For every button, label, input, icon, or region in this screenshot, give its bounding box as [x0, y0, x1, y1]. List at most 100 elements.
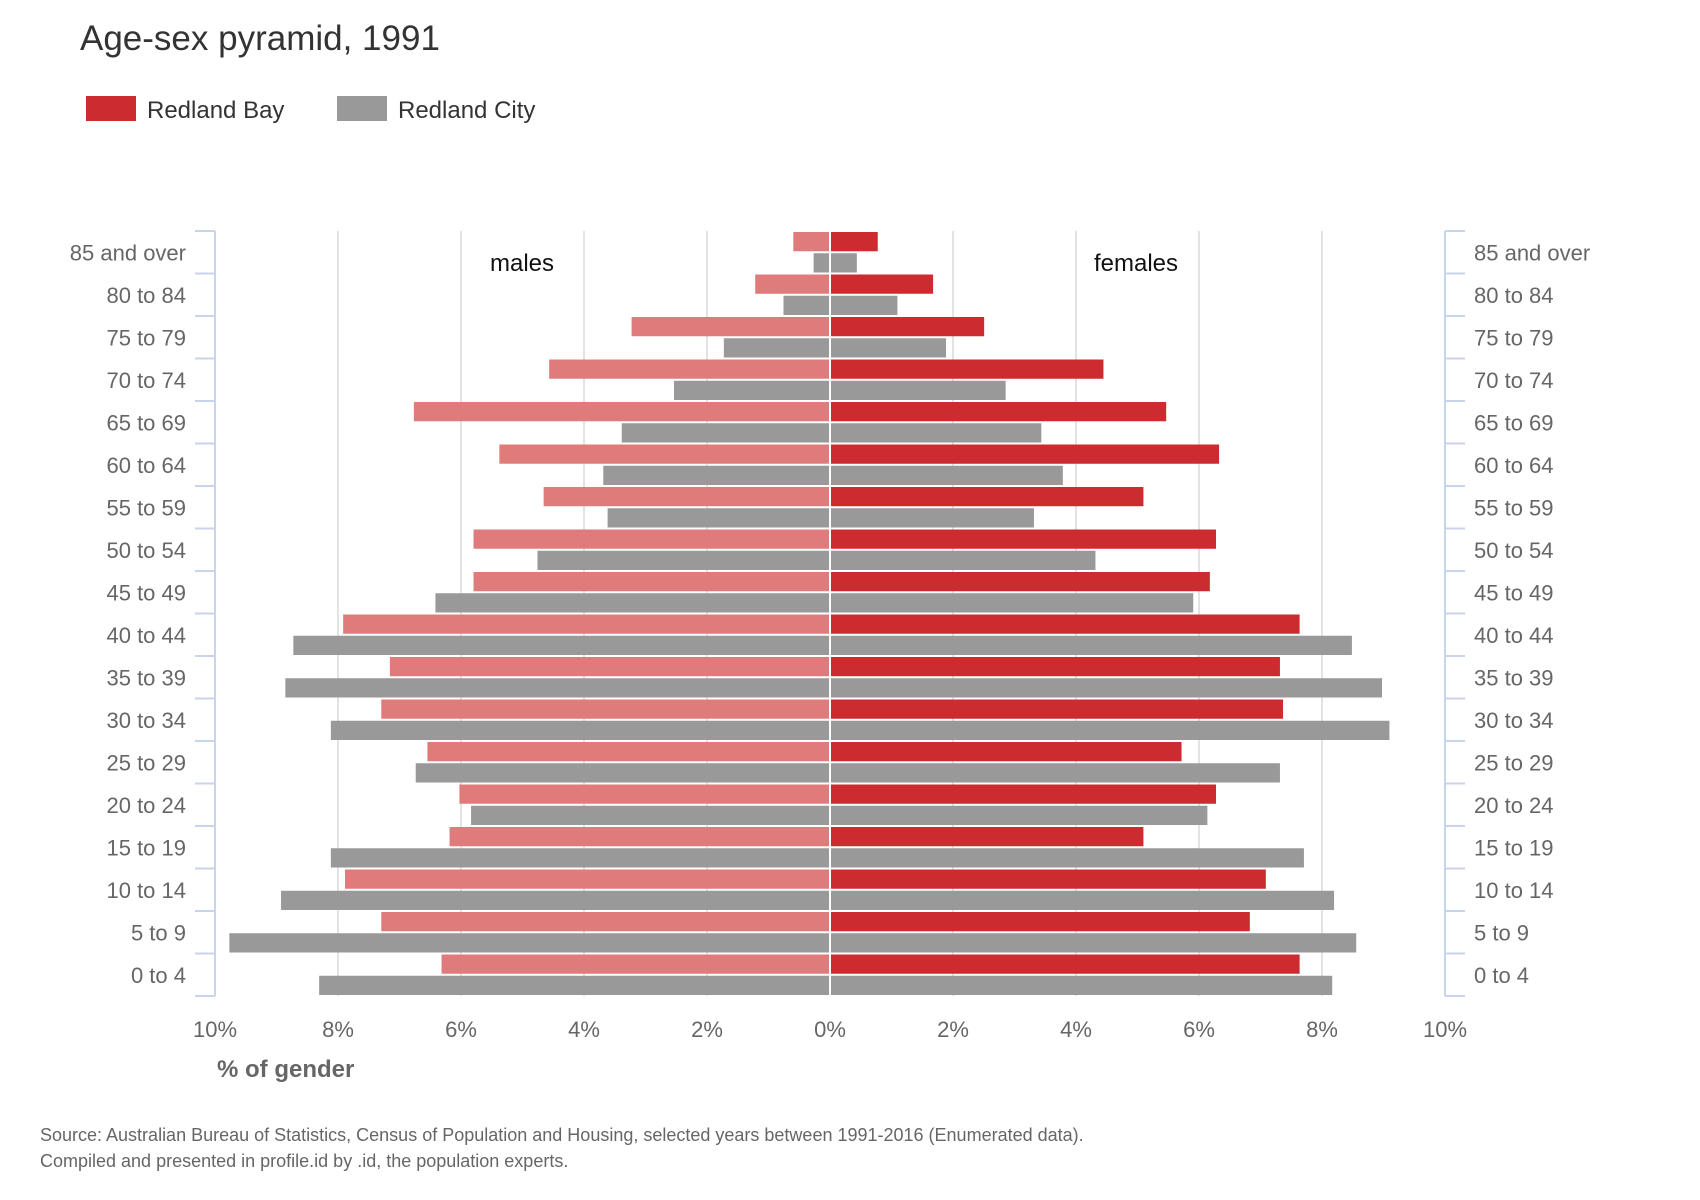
bar-female-redland-bay[interactable]: [831, 402, 1167, 422]
y-category-label-right: 15 to 19: [1474, 835, 1554, 860]
y-category-label-right: 30 to 34: [1474, 708, 1554, 733]
bar-female-redland-bay[interactable]: [831, 657, 1280, 677]
x-tick-label: 0%: [814, 1017, 846, 1042]
bar-male-redland-bay[interactable]: [427, 742, 829, 762]
x-tick-label: 10%: [193, 1017, 237, 1042]
bar-male-redland-city[interactable]: [471, 805, 829, 825]
bar-male-redland-city[interactable]: [435, 593, 829, 613]
bar-female-redland-bay[interactable]: [831, 699, 1284, 719]
bar-male-redland-bay[interactable]: [459, 784, 829, 804]
y-category-label-right: 40 to 44: [1474, 623, 1554, 648]
bar-male-redland-bay[interactable]: [543, 487, 829, 507]
bar-male-redland-city[interactable]: [330, 720, 829, 740]
bar-male-redland-city[interactable]: [621, 423, 829, 443]
bar-male-redland-bay[interactable]: [793, 232, 829, 252]
bar-male-redland-city[interactable]: [330, 848, 829, 868]
bar-female-redland-bay[interactable]: [831, 359, 1104, 379]
y-category-label-right: 60 to 64: [1474, 453, 1554, 478]
y-category-label-left: 70 to 74: [106, 368, 186, 393]
y-category-label-left: 55 to 59: [106, 495, 186, 520]
bar-male-redland-bay[interactable]: [631, 317, 829, 337]
bar-male-redland-bay[interactable]: [389, 657, 829, 677]
y-category-label-left: 30 to 34: [106, 708, 186, 733]
bar-female-redland-city[interactable]: [831, 465, 1063, 485]
bar-female-redland-bay[interactable]: [831, 487, 1144, 507]
bar-male-redland-city[interactable]: [723, 338, 829, 358]
x-axis-title: % of gender: [217, 1056, 354, 1083]
bar-female-redland-bay[interactable]: [831, 529, 1216, 549]
bar-female-redland-bay[interactable]: [831, 444, 1220, 464]
bar-female-redland-city[interactable]: [831, 720, 1390, 740]
bar-female-redland-city[interactable]: [831, 380, 1006, 400]
bar-male-redland-city[interactable]: [603, 465, 829, 485]
x-tick-label: 10%: [1423, 1017, 1467, 1042]
bar-female-redland-city[interactable]: [831, 635, 1352, 655]
bar-female-redland-city[interactable]: [831, 890, 1335, 910]
bar-female-redland-city[interactable]: [831, 848, 1304, 868]
bar-female-redland-city[interactable]: [831, 975, 1333, 995]
bar-female-redland-city[interactable]: [831, 338, 947, 358]
bar-female-redland-city[interactable]: [831, 295, 898, 315]
bar-female-redland-city[interactable]: [831, 933, 1357, 953]
x-tick-label: 2%: [937, 1017, 969, 1042]
y-category-label-left: 65 to 69: [106, 410, 186, 435]
bar-male-redland-bay[interactable]: [381, 699, 829, 719]
males-label: males: [490, 250, 554, 277]
bar-female-redland-bay[interactable]: [831, 869, 1266, 889]
bar-male-redland-city[interactable]: [813, 253, 829, 273]
bar-female-redland-bay[interactable]: [831, 954, 1300, 974]
y-category-label-left: 85 and over: [70, 240, 186, 265]
bar-male-redland-bay[interactable]: [473, 572, 829, 592]
bar-male-redland-city[interactable]: [319, 975, 829, 995]
bar-male-redland-bay[interactable]: [413, 402, 829, 422]
bar-male-redland-bay[interactable]: [441, 954, 829, 974]
legend-label-redland-bay[interactable]: Redland Bay: [147, 97, 284, 124]
bar-male-redland-city[interactable]: [293, 635, 830, 655]
bar-male-redland-bay[interactable]: [344, 869, 829, 889]
y-category-label-left: 15 to 19: [106, 835, 186, 860]
bar-male-redland-city[interactable]: [674, 380, 829, 400]
bar-male-redland-bay[interactable]: [449, 827, 829, 847]
bar-male-redland-bay[interactable]: [343, 614, 829, 634]
y-category-label-right: 85 and over: [1474, 240, 1590, 265]
bar-male-redland-bay[interactable]: [549, 359, 829, 379]
bar-male-redland-city[interactable]: [537, 550, 829, 570]
bar-male-redland-city[interactable]: [285, 678, 830, 698]
x-tick-label: 6%: [1183, 1017, 1215, 1042]
y-category-label-left: 10 to 14: [106, 878, 186, 903]
bar-male-redland-city[interactable]: [415, 763, 829, 783]
bar-female-redland-bay[interactable]: [831, 912, 1250, 932]
bar-female-redland-bay[interactable]: [831, 827, 1144, 847]
bar-male-redland-bay[interactable]: [755, 274, 829, 294]
y-category-label-left: 35 to 39: [106, 665, 186, 690]
bar-female-redland-bay[interactable]: [831, 614, 1300, 634]
y-category-label-left: 80 to 84: [106, 283, 186, 308]
bar-female-redland-city[interactable]: [831, 550, 1096, 570]
bar-female-redland-city[interactable]: [831, 593, 1194, 613]
bar-male-redland-bay[interactable]: [473, 529, 829, 549]
bar-male-redland-city[interactable]: [281, 890, 829, 910]
bar-male-redland-bay[interactable]: [499, 444, 829, 464]
bar-female-redland-city[interactable]: [831, 508, 1034, 528]
bar-female-redland-bay[interactable]: [831, 742, 1182, 762]
bar-female-redland-city[interactable]: [831, 678, 1383, 698]
bar-female-redland-bay[interactable]: [831, 232, 878, 252]
bar-female-redland-city[interactable]: [831, 423, 1042, 443]
y-category-label-left: 25 to 29: [106, 750, 186, 775]
bar-male-redland-bay[interactable]: [381, 912, 829, 932]
bar-female-redland-bay[interactable]: [831, 317, 985, 337]
bar-female-redland-city[interactable]: [831, 805, 1208, 825]
bar-female-redland-bay[interactable]: [831, 784, 1216, 804]
x-tick-label: 8%: [1306, 1017, 1338, 1042]
bar-male-redland-city[interactable]: [607, 508, 829, 528]
bar-female-redland-bay[interactable]: [831, 274, 934, 294]
bar-female-redland-bay[interactable]: [831, 572, 1210, 592]
bar-female-redland-city[interactable]: [831, 253, 857, 273]
y-category-label-left: 20 to 24: [106, 793, 186, 818]
females-label: females: [1094, 250, 1178, 277]
bar-male-redland-city[interactable]: [229, 933, 829, 953]
bar-male-redland-city[interactable]: [783, 295, 829, 315]
bar-female-redland-city[interactable]: [831, 763, 1280, 783]
chart-title: Age-sex pyramid, 1991: [80, 19, 440, 58]
legend-label-redland-city[interactable]: Redland City: [398, 97, 535, 124]
